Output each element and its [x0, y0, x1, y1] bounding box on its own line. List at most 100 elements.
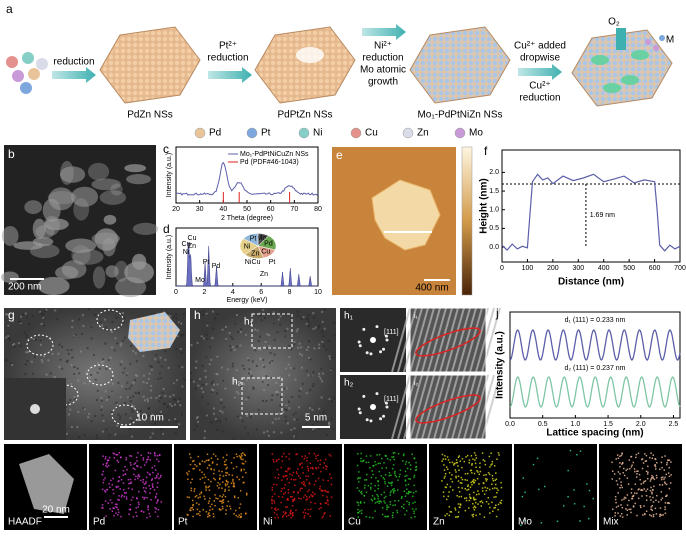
noise: [178, 423, 181, 426]
element-signal: [193, 490, 196, 492]
noise: [123, 336, 126, 339]
element-signal: [135, 507, 137, 509]
element-signal: [473, 505, 476, 508]
element-signal: [386, 485, 389, 487]
element-signal: [309, 462, 312, 465]
element-signal: [154, 452, 156, 455]
pie-label: Mo: [257, 235, 267, 242]
element-signal: [203, 473, 206, 476]
element-signal: [573, 489, 575, 491]
element-signal: [357, 508, 359, 511]
element-signal: [155, 508, 158, 510]
element-signal: [104, 456, 107, 458]
element-signal: [392, 492, 395, 494]
element-signal: [377, 484, 380, 487]
element-signal: [287, 469, 289, 471]
element-signal: [282, 476, 285, 478]
element-signal: [664, 512, 667, 515]
noise: [65, 432, 68, 435]
lattice-fringe: [451, 374, 471, 440]
element-signal: [628, 499, 630, 502]
element-signal: [488, 455, 491, 458]
element-signal: [273, 493, 276, 495]
element-signal: [227, 500, 230, 503]
noise: [287, 363, 290, 366]
element-signal: [475, 466, 477, 468]
element-signal: [454, 469, 457, 471]
element-signal: [492, 510, 494, 513]
noise: [87, 308, 90, 311]
element-signal: [290, 478, 293, 481]
noise: [139, 410, 142, 413]
element-signal: [488, 488, 491, 491]
noise: [270, 377, 273, 380]
element-signal: [191, 507, 194, 509]
element-signal: [271, 489, 274, 491]
noise: [90, 337, 93, 340]
element-signal: [623, 467, 625, 470]
element-signal: [652, 454, 655, 456]
element-signal: [649, 496, 651, 498]
element-signal: [392, 456, 395, 458]
label: reduction: [53, 57, 94, 68]
element-signal: [659, 507, 662, 509]
element-signal: [112, 452, 115, 455]
noise: [110, 346, 113, 349]
noise: [115, 316, 118, 319]
element-signal: [305, 499, 307, 501]
noise: [284, 335, 287, 338]
noise: [222, 406, 225, 409]
element-signal: [153, 489, 156, 491]
element-signal: [285, 512, 287, 515]
element-signal: [140, 454, 143, 457]
element-signal: [391, 514, 394, 517]
element-signal: [104, 458, 107, 460]
element-signal: [636, 470, 638, 472]
element-signal: [611, 478, 613, 480]
noise: [254, 328, 257, 331]
noise: [119, 324, 122, 327]
element-signal: [217, 481, 220, 484]
element-signal: [390, 474, 392, 477]
noise: [78, 318, 81, 321]
element-signal: [583, 505, 585, 508]
fft-spot: [385, 338, 389, 342]
noise: [105, 367, 108, 370]
element-signal: [661, 476, 664, 478]
element-signal: [229, 505, 231, 508]
noise: [160, 432, 163, 435]
element-signal: [636, 514, 638, 517]
x-tick-label: 30: [196, 206, 204, 213]
element-signal: [319, 488, 321, 490]
element-signal: [479, 462, 481, 464]
element-signal: [396, 509, 398, 512]
element-signal: [619, 487, 621, 489]
x-tick-label: 4: [231, 289, 235, 296]
peak-label: Cu: [252, 259, 261, 266]
element-signal: [666, 463, 668, 466]
element-signal: [494, 506, 497, 509]
element-signal: [135, 475, 137, 478]
element-signal: [396, 511, 399, 514]
element-signal: [642, 462, 645, 464]
element-signal: [455, 471, 457, 473]
element-signal: [657, 501, 660, 503]
element-signal: [520, 524, 522, 527]
product-label: Mo₁-PdPtNiZn NSs: [417, 110, 502, 121]
lattice-fringe: [415, 374, 435, 440]
noise: [142, 381, 145, 384]
element-signal: [404, 513, 406, 516]
noise: [229, 349, 232, 352]
element-signal: [634, 483, 636, 486]
element-signal: [367, 484, 370, 487]
noise: [155, 353, 158, 356]
noise: [318, 427, 321, 430]
element-signal: [359, 510, 361, 512]
element-signal: [214, 478, 216, 481]
element-signal: [479, 513, 481, 515]
element-signal: [130, 464, 132, 466]
element-signal: [205, 487, 207, 489]
element-signal: [404, 470, 407, 473]
nanosheet-blob: [99, 190, 127, 205]
element-signal: [106, 462, 109, 464]
